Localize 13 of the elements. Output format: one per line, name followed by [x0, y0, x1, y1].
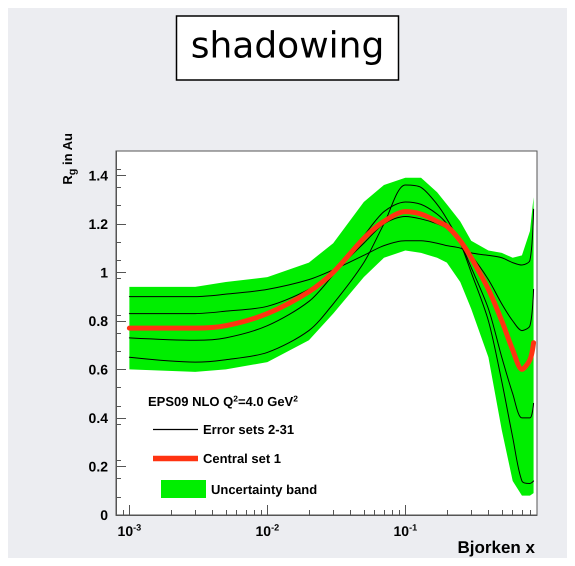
y-tick-label: 0.8: [88, 312, 108, 329]
y-tick-label: 0.6: [88, 361, 108, 378]
y-tick-label: 0.2: [88, 458, 108, 474]
y-tick-label: 0: [100, 507, 108, 523]
annotation: Uncertainty band: [211, 482, 318, 496]
chart-title: shadowing: [190, 26, 384, 66]
x-axis-title: Bjorken x: [458, 538, 536, 557]
y-tick-label: 0.4: [88, 410, 108, 426]
legend-label: Error sets 2-31: [203, 422, 294, 437]
legend-label: Central set 1: [203, 451, 282, 466]
y-tick-label: 1.4: [88, 167, 108, 184]
y-tick-label: 1: [100, 264, 108, 280]
y-tick-label: 1.2: [88, 216, 108, 232]
